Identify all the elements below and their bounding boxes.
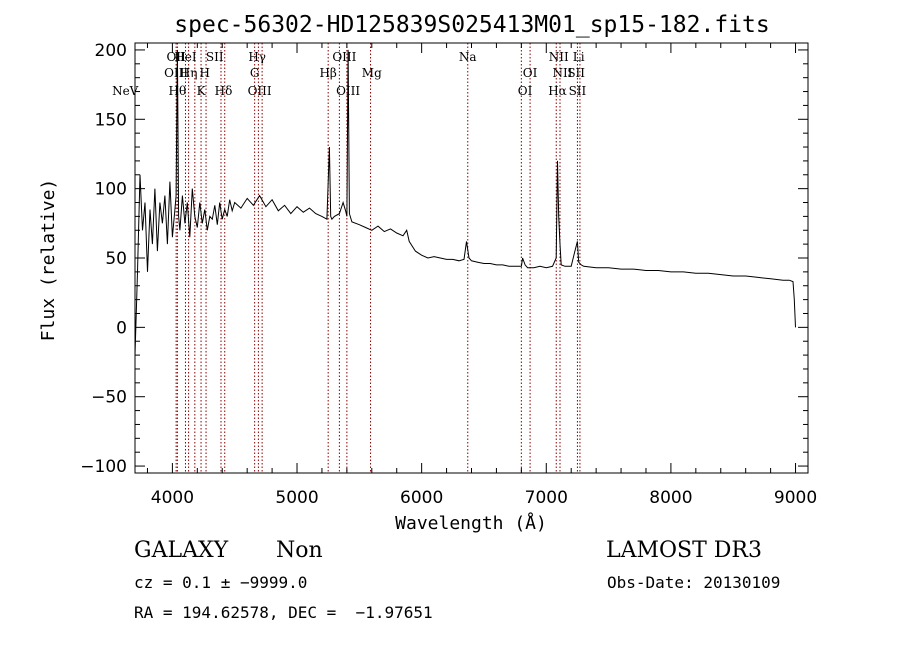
x-axis-ticks: 4000 5000 6000 7000 8000 9000 xyxy=(146,43,817,508)
object-subclass: Non xyxy=(276,538,323,563)
plot-frame xyxy=(134,42,809,474)
x-tick-label: 9000 xyxy=(774,488,817,508)
line-label: OIII xyxy=(248,84,272,98)
line-label: OI xyxy=(523,66,538,80)
line-label: Na xyxy=(459,50,477,64)
line-label: HeI xyxy=(174,50,197,64)
y-tick-label: 100 xyxy=(95,180,127,200)
line-label: OIII xyxy=(164,66,188,80)
x-tick-label: 7000 xyxy=(525,488,568,508)
line-label: Li xyxy=(573,50,585,64)
line-label: OI xyxy=(518,84,533,98)
x-tick-label: 8000 xyxy=(649,488,692,508)
line-label: Hδ xyxy=(215,84,233,98)
x-tick-label: 4000 xyxy=(151,488,194,508)
line-label: OII xyxy=(166,50,186,64)
emission-line-markers xyxy=(175,43,581,473)
chart-title: spec-56302-HD125839S025413M01_sp15-182.f… xyxy=(174,12,769,38)
y-tick-label: 150 xyxy=(95,110,127,130)
object-class: GALAXY xyxy=(134,538,229,563)
redshift-cz: cz = 0.1 ± −9999.0 xyxy=(134,573,308,592)
y-tick-label: −100 xyxy=(80,457,127,477)
line-label: Hη xyxy=(180,66,198,80)
line-label: K xyxy=(197,84,207,98)
y-axis-label: Flux (relative) xyxy=(38,179,59,342)
line-label: H xyxy=(200,66,210,80)
observation-date: Obs-Date: 20130109 xyxy=(607,573,781,592)
line-label: NeV xyxy=(112,84,139,98)
y-tick-label: 0 xyxy=(116,318,127,338)
y-tick-label: 50 xyxy=(105,249,127,269)
line-label: SII xyxy=(567,66,585,80)
line-label: OIII xyxy=(332,50,356,64)
x-axis-label: Wavelength (Å) xyxy=(395,512,547,534)
spectrum-line xyxy=(134,49,796,356)
coordinates: RA = 194.62578, DEC = −1.97651 xyxy=(134,603,433,622)
x-tick-label: 6000 xyxy=(400,488,443,508)
line-label: Hγ xyxy=(248,50,266,64)
line-label: Hα xyxy=(548,84,567,98)
line-label: SII xyxy=(206,50,224,64)
line-label: G xyxy=(250,66,260,80)
y-axis-ticks: −100 −50 0 50 100 150 200 xyxy=(80,41,808,477)
y-tick-label: −50 xyxy=(91,388,127,408)
line-label: SII xyxy=(569,84,587,98)
line-label: NII xyxy=(549,50,569,64)
survey-name: LAMOST DR3 xyxy=(606,538,762,563)
line-label: Mg xyxy=(362,66,382,80)
y-tick-label: 200 xyxy=(95,41,127,61)
x-tick-label: 5000 xyxy=(275,488,318,508)
emission-line-labels: NeVOIIOIIIHθHeIHηKHSIIHδHγGOIIIOIIIHβOII… xyxy=(112,50,586,98)
line-label: NII xyxy=(552,66,572,80)
line-label: Hβ xyxy=(319,66,336,80)
